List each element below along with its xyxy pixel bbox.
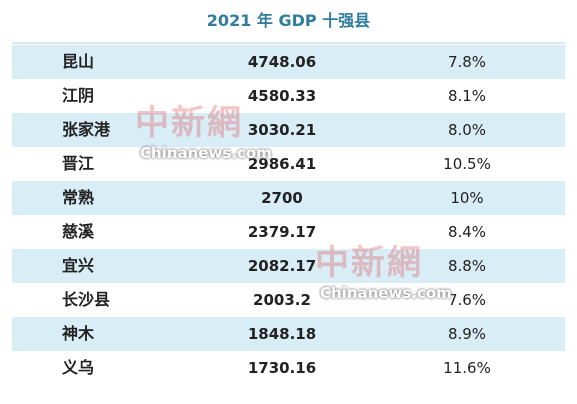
table-row: 长沙县 2003.2 7.6% (12, 283, 565, 318)
county-name: 江阴 (62, 86, 95, 105)
gdp-value: 2986.41 (247, 155, 317, 173)
gdp-value: 2082.17 (247, 257, 317, 275)
table-title: 2021 年 GDP 十强县 (12, 0, 565, 44)
table-row: 昆山 4748.06 7.8% (12, 45, 565, 80)
growth-rate: 11.6% (443, 359, 491, 377)
table-row: 张家港 3030.21 8.0% (12, 113, 565, 148)
growth-rate: 10% (450, 189, 484, 207)
growth-rate: 8.9% (447, 325, 487, 343)
gdp-value: 1730.16 (247, 359, 317, 377)
table-row: 常熟 2700 10% (12, 181, 565, 216)
growth-rate: 10.5% (443, 155, 491, 173)
county-name: 昆山 (62, 52, 95, 71)
gdp-value: 4580.33 (247, 87, 317, 105)
county-name: 神木 (62, 324, 95, 343)
gdp-value: 2379.17 (247, 223, 317, 241)
growth-rate: 8.4% (447, 223, 487, 241)
county-name: 常熟 (62, 188, 95, 207)
growth-rate: 7.8% (447, 53, 487, 71)
table-row: 宜兴 2082.17 8.8% (12, 249, 565, 284)
gdp-value: 4748.06 (247, 53, 317, 71)
county-name: 长沙县 (62, 290, 111, 309)
table-row: 晋江 2986.41 10.5% (12, 147, 565, 182)
table-row: 神木 1848.18 8.9% (12, 317, 565, 352)
gdp-value: 1848.18 (247, 325, 317, 343)
table-row: 江阴 4580.33 8.1% (12, 79, 565, 114)
growth-rate: 8.0% (447, 121, 487, 139)
county-name: 张家港 (62, 120, 111, 139)
gdp-value: 2003.2 (253, 291, 311, 309)
growth-rate: 8.1% (447, 87, 487, 105)
table-row: 慈溪 2379.17 8.4% (12, 215, 565, 250)
growth-rate: 7.6% (447, 291, 487, 309)
county-name: 慈溪 (62, 222, 95, 241)
growth-rate: 8.8% (447, 257, 487, 275)
gdp-value: 2700 (261, 189, 303, 207)
county-name: 义乌 (62, 358, 95, 377)
table-row: 义乌 1730.16 11.6% (12, 351, 565, 386)
county-name: 宜兴 (62, 256, 95, 275)
county-name: 晋江 (62, 154, 95, 173)
gdp-value: 3030.21 (247, 121, 317, 139)
